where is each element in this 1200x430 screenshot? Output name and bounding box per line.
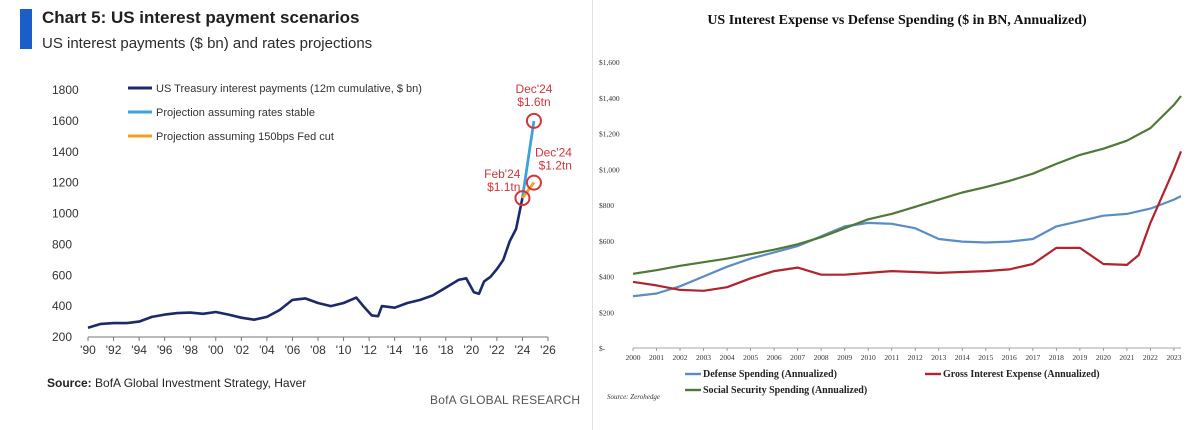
left-panel: Chart 5: US interest payment scenarios U… <box>0 0 580 430</box>
y-tick-label: 400 <box>52 299 72 313</box>
x-tick-label: 2003 <box>696 353 711 362</box>
y-tick-label: $400 <box>599 273 614 282</box>
right-chart-title: US Interest Expense vs Defense Spending … <box>707 13 1087 28</box>
y-tick-label: 800 <box>52 237 72 251</box>
x-tick-label: '12 <box>361 343 377 357</box>
x-tick-label: 2006 <box>767 353 782 362</box>
y-tick-label: 1800 <box>52 83 79 97</box>
y-tick-label: $1,200 <box>599 130 620 139</box>
x-tick-label: 2021 <box>1119 353 1134 362</box>
y-tick-label: $1,400 <box>599 94 620 103</box>
x-tick-label: '94 <box>131 343 147 357</box>
y-tick-label: $600 <box>599 237 614 246</box>
y-tick-label: $800 <box>599 201 614 210</box>
left-branding: BofA GLOBAL RESEARCH <box>430 393 581 407</box>
right-source-note: Source: Zerohedge <box>607 393 660 401</box>
x-tick-label: '92 <box>106 343 122 357</box>
left-chart-title: Chart 5: US interest payment scenarios <box>42 8 360 27</box>
x-tick-label: 2020 <box>1096 353 1111 362</box>
right-panel: US Interest Expense vs Defense Spending … <box>592 0 1200 430</box>
legend-label: Projection assuming rates stable <box>156 107 315 119</box>
x-tick-label: 2019 <box>1072 353 1087 362</box>
x-tick-label: '18 <box>438 343 454 357</box>
legend-label: Social Security Spending (Annualized) <box>703 385 867 396</box>
y-tick-label: 1400 <box>52 145 79 159</box>
left-source-label: Source: <box>47 376 92 390</box>
x-tick-label: '24 <box>515 343 531 357</box>
left-source-text: BofA Global Investment Strategy, Haver <box>91 376 307 390</box>
x-tick-label: 2022 <box>1143 353 1158 362</box>
y-tick-label: 1000 <box>52 207 79 221</box>
annotation-value: $1.1tn <box>487 180 520 194</box>
y-tick-label: 1600 <box>52 114 79 128</box>
series-line <box>87 197 524 329</box>
x-tick-label: '02 <box>234 343 250 357</box>
x-tick-label: 2012 <box>908 353 923 362</box>
x-tick-label: 2014 <box>955 353 970 362</box>
x-tick-label: '14 <box>387 343 403 357</box>
x-tick-label: '06 <box>285 343 301 357</box>
annotation-label: Dec'24 <box>535 146 572 160</box>
y-tick-label: $200 <box>599 308 614 317</box>
legend-label: US Treasury interest payments (12m cumul… <box>156 83 422 95</box>
x-tick-label: '26 <box>540 343 556 357</box>
x-tick-label: 2000 <box>626 353 641 362</box>
x-tick-label: 2007 <box>790 353 805 362</box>
x-tick-label: 2009 <box>837 353 852 362</box>
left-source-note: Source: BofA Global Investment Strategy,… <box>47 376 306 390</box>
left-chart-svg: 200 400 600 800 1000 1200 1400 1600 1800 '90 '92 '9… <box>52 82 572 357</box>
x-tick-label: 2015 <box>978 353 993 362</box>
x-tick-label: '20 <box>464 343 480 357</box>
annotation-circle <box>525 174 542 191</box>
x-tick-label: 2017 <box>1025 353 1040 362</box>
accent-bar <box>20 9 32 49</box>
x-tick-label: '08 <box>310 343 326 357</box>
x-tick-label: 2010 <box>861 353 876 362</box>
y-tick-label: 1200 <box>52 176 79 190</box>
x-tick-label: 2001 <box>649 353 664 362</box>
x-tick-label: '96 <box>157 343 173 357</box>
x-tick-label: 2004 <box>720 353 735 362</box>
x-tick-label: '22 <box>489 343 505 357</box>
x-tick-label: '16 <box>412 343 428 357</box>
series-line <box>632 150 1183 292</box>
x-tick-label: '98 <box>182 343 198 357</box>
series-line <box>521 181 536 199</box>
x-tick-label: 2002 <box>673 353 688 362</box>
legend-label: Projection assuming 150bps Fed cut <box>156 131 334 143</box>
x-tick-label: 2005 <box>743 353 758 362</box>
x-tick-label: 2008 <box>814 353 829 362</box>
left-chart-subtitle: US interest payments ($ bn) and rates pr… <box>42 35 373 52</box>
series-line <box>632 95 1182 275</box>
annotation-label: Feb'24 <box>484 167 521 181</box>
x-tick-label: '10 <box>336 343 352 357</box>
x-tick-label: '90 <box>80 343 96 357</box>
annotation-value: $1.6tn <box>517 95 550 109</box>
x-tick-label: 2023 <box>1166 353 1181 362</box>
y-tick-label: 600 <box>52 268 72 282</box>
annotation-label: Dec'24 <box>515 82 552 96</box>
series-line <box>632 195 1182 298</box>
y-tick-label: $1,600 <box>599 58 620 67</box>
y-tick-label: $1,000 <box>599 165 620 174</box>
y-tick-label: 200 <box>52 330 72 344</box>
x-tick-label: 2013 <box>931 353 946 362</box>
annotation-circle <box>525 112 542 129</box>
annotation-value: $1.2tn <box>539 159 572 173</box>
x-tick-label: 2016 <box>1002 353 1017 362</box>
x-tick-label: '04 <box>259 343 275 357</box>
y-tick-label: $- <box>599 344 606 353</box>
legend-label: Gross Interest Expense (Annualized) <box>943 369 1100 380</box>
right-chart-svg: US Interest Expense vs Defense Spending … <box>599 13 1183 396</box>
x-tick-label: 2018 <box>1049 353 1064 362</box>
x-tick-label: '00 <box>208 343 224 357</box>
annotation-circle <box>514 190 531 207</box>
series-line <box>521 120 536 199</box>
x-tick-label: 2011 <box>884 353 899 362</box>
legend-label: Defense Spending (Annualized) <box>703 369 837 380</box>
